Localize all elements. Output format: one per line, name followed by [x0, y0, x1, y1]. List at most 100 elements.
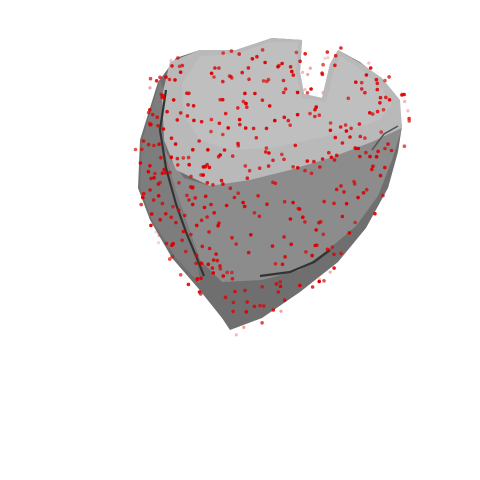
- surface-point: [197, 139, 201, 143]
- surface-point: [216, 223, 220, 228]
- surface-point: [370, 167, 374, 172]
- surface-point: [207, 246, 212, 251]
- surface-point: [338, 125, 343, 129]
- surface-point: [375, 87, 380, 92]
- surface-point: [160, 171, 165, 175]
- surface-point: [177, 181, 181, 185]
- surface-point: [187, 162, 191, 167]
- surface-point: [207, 165, 212, 170]
- surface-point: [280, 61, 284, 66]
- surface-point: [325, 247, 330, 252]
- surface-point: [378, 101, 382, 105]
- surface-point: [217, 66, 221, 70]
- surface-point: [323, 56, 327, 60]
- surface-point: [313, 114, 317, 119]
- surface-point: [149, 176, 153, 181]
- surface-point: [368, 154, 372, 159]
- surface-point: [169, 136, 174, 140]
- surface-point: [367, 61, 371, 65]
- surface-point: [282, 298, 287, 303]
- surface-point: [387, 98, 392, 102]
- surface-point: [288, 217, 293, 221]
- surface-point: [176, 56, 180, 60]
- surface-point: [260, 98, 265, 102]
- surface-point: [165, 109, 169, 114]
- surface-point: [190, 202, 195, 207]
- surface-point: [242, 204, 247, 209]
- surface-point: [211, 258, 216, 262]
- surface-point: [328, 270, 332, 274]
- surface-point: [308, 66, 312, 70]
- surface-point: [260, 48, 265, 52]
- surface-point: [189, 174, 193, 179]
- surface-point: [201, 165, 206, 169]
- surface-point: [273, 262, 278, 266]
- surface-point: [318, 219, 323, 224]
- surface-point: [181, 229, 186, 234]
- surface-point: [263, 150, 268, 154]
- surface-point: [207, 230, 211, 234]
- surface-point: [309, 171, 314, 176]
- surface-point: [328, 121, 333, 125]
- surface-point: [160, 93, 165, 98]
- surface-point: [221, 132, 225, 137]
- surface-point: [187, 198, 191, 202]
- surface-point: [156, 194, 161, 198]
- surface-point: [217, 121, 222, 126]
- surface-point: [339, 251, 343, 256]
- surface-point: [309, 87, 313, 91]
- surface-point: [255, 54, 259, 59]
- surface-point: [308, 111, 312, 116]
- surface-point: [305, 91, 310, 95]
- surface-point: [301, 215, 305, 219]
- mesh-front-face: [164, 128, 402, 282]
- surface-point: [402, 144, 407, 148]
- surface-point: [264, 126, 269, 131]
- surface-point: [282, 115, 287, 120]
- surface-point: [257, 166, 262, 170]
- surface-point: [171, 98, 176, 102]
- surface-point: [352, 182, 357, 186]
- surface-point: [224, 203, 229, 208]
- surface-point: [256, 194, 260, 198]
- surface-point: [280, 262, 285, 267]
- surface-point: [151, 198, 156, 202]
- surface-point: [339, 184, 343, 188]
- surface-point: [150, 112, 155, 117]
- surface-point: [332, 158, 337, 162]
- surface-point: [349, 126, 353, 131]
- surface-point: [244, 310, 249, 314]
- surface-point: [379, 130, 384, 134]
- surface-point: [293, 143, 298, 148]
- surface-point: [359, 87, 364, 91]
- surface-point: [322, 199, 327, 204]
- surface-point: [139, 202, 143, 207]
- surface-point: [170, 254, 174, 259]
- surface-point: [329, 155, 334, 160]
- surface-point: [267, 104, 272, 108]
- surface-point: [209, 117, 214, 122]
- surface-point: [191, 147, 195, 152]
- surface-point: [363, 136, 367, 140]
- surface-point: [262, 304, 266, 308]
- surface-point: [205, 215, 209, 219]
- surface-point: [305, 159, 310, 163]
- surface-point: [261, 79, 266, 83]
- surface-point: [158, 217, 162, 222]
- surface-point: [282, 157, 286, 162]
- surface-point: [278, 284, 283, 289]
- surface-point: [237, 117, 242, 122]
- surface-point: [325, 50, 330, 54]
- surface-point: [295, 112, 300, 117]
- surface-point: [152, 143, 156, 148]
- surface-point: [328, 128, 333, 133]
- surface-point: [263, 60, 267, 65]
- surface-point: [225, 270, 229, 275]
- surface-point: [218, 266, 223, 271]
- surface-point: [251, 126, 256, 131]
- surface-point: [236, 191, 240, 195]
- surface-point: [197, 290, 202, 294]
- surface-point: [343, 123, 348, 127]
- ventricle-mesh: [138, 38, 402, 330]
